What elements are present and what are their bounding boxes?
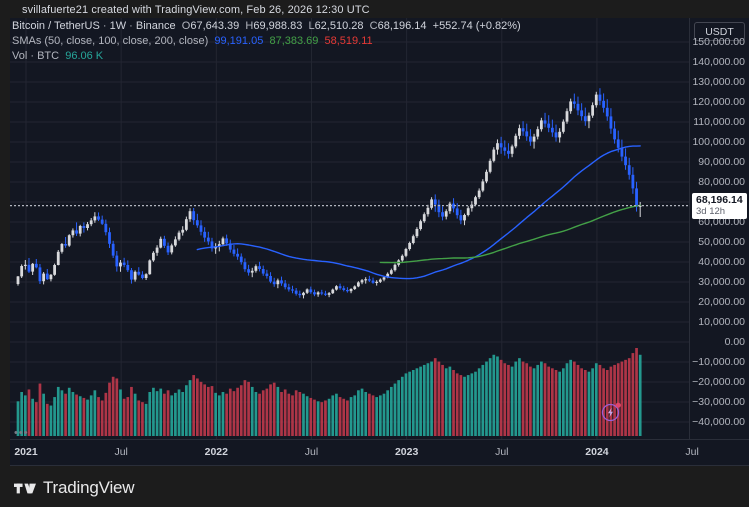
time-tick: 2024	[585, 446, 609, 458]
price-tick: 40,000.00	[698, 256, 745, 268]
time-tick: Jul	[304, 446, 319, 458]
legend-low-value: 62,510.28	[314, 20, 364, 32]
price-axis-separator	[689, 18, 690, 440]
time-axis[interactable]: 2021Jul2022Jul2023Jul2024Jul2025Jul2026J…	[10, 440, 749, 466]
price-tick: 30,000.00	[698, 276, 745, 288]
legend-open-label: O	[181, 20, 191, 32]
price-tick: 20,000.00	[698, 296, 745, 308]
price-tick: 110,000.00	[693, 116, 745, 128]
price-tick: −30,000.00	[692, 396, 745, 408]
price-tick: 10,000.00	[698, 316, 745, 328]
legend-volume-value: 96.06 K	[65, 50, 104, 62]
time-tick: Jul	[685, 446, 699, 458]
legend-sep-1: ·	[99, 20, 110, 32]
legend-change-value: +552.74 (+0.82%)	[432, 20, 521, 32]
attribution-text: svillafuerte21 created with TradingView.…	[22, 4, 370, 16]
current-price-badge[interactable]: 68,196.14 3d 12h	[692, 192, 747, 219]
time-tick: Jul	[495, 446, 509, 458]
price-tick: 150,000.00	[692, 36, 745, 48]
legend-row-volume[interactable]: Vol · BTC 96.06 K	[12, 50, 521, 63]
current-price-value: 68,196.14	[696, 193, 743, 206]
time-tick: 2021	[14, 446, 38, 458]
bottom-separator	[10, 465, 749, 466]
chart-canvas	[10, 18, 690, 440]
legend-low-label: L	[308, 20, 315, 32]
chart-pane[interactable]	[10, 18, 690, 440]
bar-countdown: 3d 12h	[696, 205, 726, 217]
legend-high-label: H	[245, 20, 254, 32]
price-tick: −20,000.00	[692, 376, 745, 388]
chart-legend: Bitcoin / TetherUS · 1W · Binance O67,64…	[12, 20, 521, 65]
price-tick: −40,000.00	[692, 416, 745, 428]
tradingview-logo-icon	[14, 483, 36, 493]
price-tick: 100,000.00	[692, 136, 745, 148]
legend-close-label: C	[369, 20, 378, 32]
price-tick: 60,000.00	[698, 216, 745, 228]
legend-sma-title[interactable]: SMAs (50, close, 100, close, 200, close)	[12, 35, 209, 47]
legend-row-sma[interactable]: SMAs (50, close, 100, close, 200, close)…	[12, 35, 521, 48]
price-tick: 0.00	[724, 336, 745, 348]
currency-unit-badge[interactable]: USDT	[694, 22, 745, 41]
legend-close-value: 68,196.14	[377, 20, 427, 32]
time-tick: 2022	[204, 446, 228, 458]
price-tick: 140,000.00	[692, 56, 745, 68]
legend-sma50-value: 99,191.05	[214, 35, 264, 47]
price-tick: 80,000.00	[698, 176, 745, 188]
legend-symbol[interactable]: Bitcoin / TetherUS	[12, 20, 100, 32]
tradingview-logo-text: TradingView	[43, 478, 135, 497]
legend-high-value: 69,988.83	[253, 20, 303, 32]
price-tick: 130,000.00	[692, 76, 745, 88]
volume-pane-more-icon[interactable]: •••	[14, 427, 29, 439]
price-tick: −10,000.00	[692, 356, 745, 368]
lightning-alert-icon[interactable]	[601, 401, 622, 422]
price-tick: 50,000.00	[698, 236, 745, 248]
legend-open-value: 67,643.39	[190, 20, 240, 32]
price-tick: 90,000.00	[698, 156, 745, 168]
legend-row-symbol[interactable]: Bitcoin / TetherUS · 1W · Binance O67,64…	[12, 20, 521, 33]
time-tick: 2023	[394, 446, 419, 458]
tradingview-logo[interactable]: TradingView	[14, 478, 135, 498]
legend-sma100-value: 87,383.69	[269, 35, 319, 47]
price-axis[interactable]: USDT 150,000.00 140,000.00 130,000.00 120,0…	[690, 18, 749, 440]
time-tick: Jul	[114, 446, 128, 458]
time-axis-separator	[10, 439, 749, 440]
price-tick: 120,000.00	[692, 96, 745, 108]
legend-interval[interactable]: 1W	[109, 20, 127, 32]
legend-sep-2: ·	[126, 20, 136, 32]
legend-volume-title[interactable]: Vol · BTC	[12, 50, 60, 62]
legend-sma200-value: 58,519.11	[324, 35, 373, 47]
legend-exchange[interactable]: Binance	[135, 20, 176, 32]
